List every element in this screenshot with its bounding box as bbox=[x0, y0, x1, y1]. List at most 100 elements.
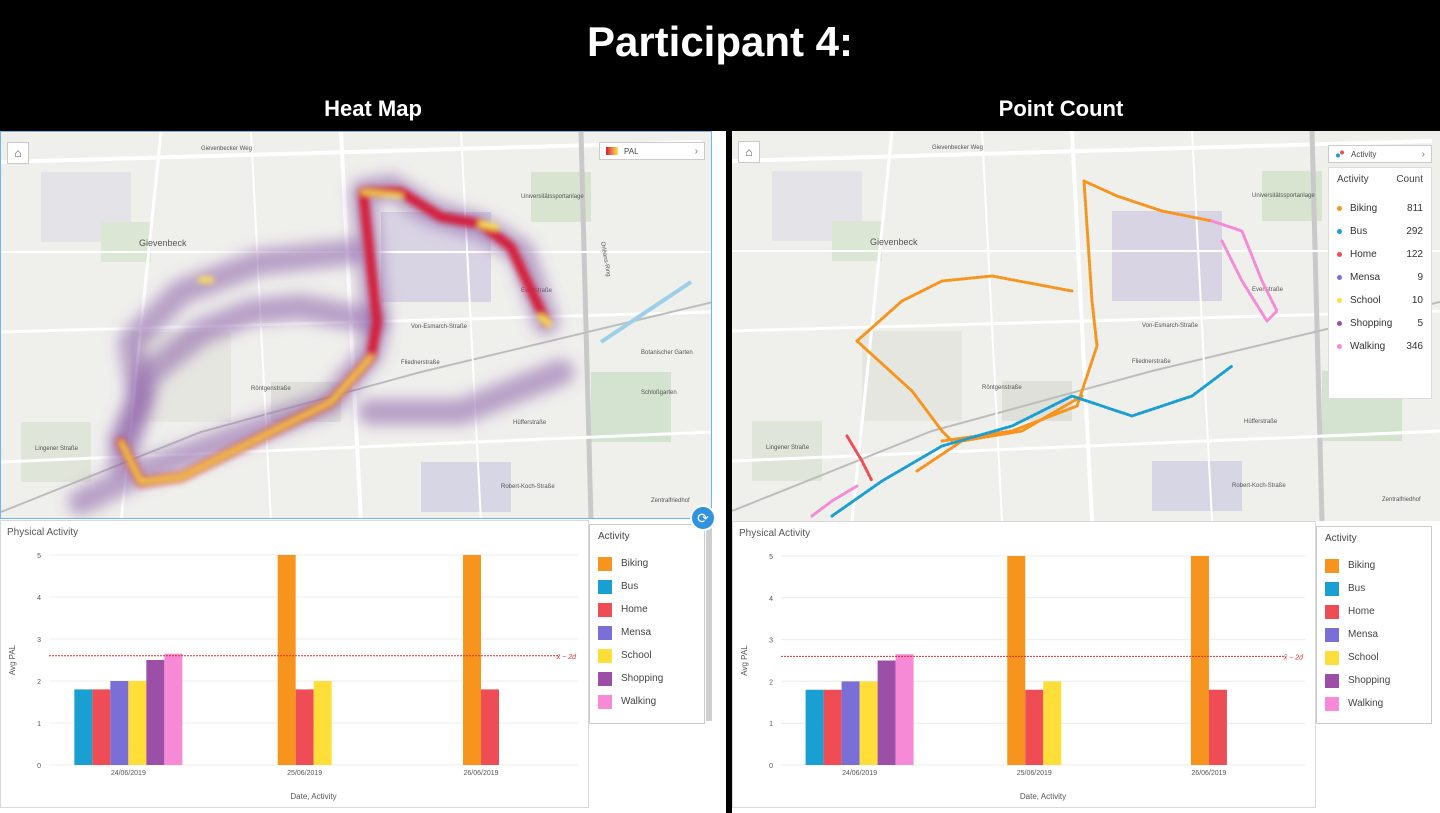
activity-dot-icon bbox=[1337, 321, 1342, 326]
chart-title: Physical Activity bbox=[739, 528, 811, 539]
left-legend-scrollbar[interactable] bbox=[706, 526, 712, 721]
map-label-huefferstrasse: Hüfferstraße bbox=[513, 420, 547, 426]
count-value: 5 bbox=[1417, 318, 1423, 329]
bar-24/06/2019-shopping[interactable] bbox=[877, 660, 896, 766]
map-label-gievenbeck: Gievenbeck bbox=[139, 238, 187, 248]
bar-25/06/2019-school[interactable] bbox=[1043, 681, 1062, 765]
x-tick-label: 26/06/2019 bbox=[1191, 770, 1226, 777]
bar-26/06/2019-home[interactable] bbox=[481, 689, 500, 765]
y-axis-label: Avg PAL bbox=[740, 645, 749, 676]
activity-legend-toggle[interactable]: Activity › bbox=[1328, 145, 1432, 163]
panel-divider bbox=[726, 131, 732, 813]
map-label-universitaetssport: Universitätssportanlage bbox=[521, 194, 584, 200]
left-activity-legend: Activity Biking Bus Home Mensa School Shoppin… bbox=[589, 524, 705, 724]
count-activity-name: School bbox=[1350, 295, 1381, 306]
bar-24/06/2019-walking[interactable] bbox=[895, 654, 914, 765]
bar-24/06/2019-mensa[interactable] bbox=[110, 681, 129, 765]
map-label-robert_koch: Robert-Koch-Straße bbox=[1232, 483, 1286, 489]
bar-25/06/2019-home[interactable] bbox=[295, 689, 314, 765]
count-row-walking: Walking 346 bbox=[1337, 335, 1423, 358]
legend-label: Home bbox=[621, 604, 648, 615]
map-label-roentgenstrasse: Röntgenstraße bbox=[251, 386, 291, 392]
legend-item-walking[interactable]: Walking bbox=[1325, 692, 1423, 715]
activity-dot-icon bbox=[1337, 298, 1342, 303]
refresh-icon[interactable]: ⟳ bbox=[690, 505, 716, 531]
legend-item-shopping[interactable]: Shopping bbox=[1325, 669, 1423, 692]
pal-legend-label: PAL bbox=[624, 146, 639, 156]
bar-24/06/2019-bus[interactable] bbox=[805, 689, 824, 765]
map-label-lingemer: Lingener Straße bbox=[35, 446, 79, 452]
bar-26/06/2019-biking[interactable] bbox=[463, 555, 482, 765]
bar-24/06/2019-bus[interactable] bbox=[74, 689, 93, 765]
bar-24/06/2019-shopping[interactable] bbox=[146, 660, 165, 765]
legend-item-home[interactable]: Home bbox=[598, 598, 696, 621]
count-value: 346 bbox=[1406, 341, 1423, 352]
legend-item-home[interactable]: Home bbox=[1325, 600, 1423, 623]
col-count-header: Count bbox=[1396, 174, 1423, 185]
home-icon[interactable]: ⌂ bbox=[7, 142, 29, 164]
y-tick-label: 0 bbox=[769, 763, 773, 770]
legend-swatch bbox=[1325, 581, 1339, 596]
activity-legend-label: Activity bbox=[1351, 149, 1377, 159]
bar-24/06/2019-home[interactable] bbox=[823, 689, 842, 765]
y-axis-label: Avg PAL bbox=[8, 644, 17, 675]
legend-item-shopping[interactable]: Shopping bbox=[598, 667, 696, 690]
heat-map-title: Heat Map bbox=[324, 96, 422, 121]
legend-label: Shopping bbox=[1348, 675, 1391, 686]
pal-swatch-icon bbox=[606, 147, 618, 155]
legend-swatch bbox=[598, 671, 612, 686]
activity-dot-icon bbox=[1337, 206, 1342, 211]
slide-title: Participant 4: bbox=[586, 18, 854, 65]
bar-24/06/2019-home[interactable] bbox=[92, 689, 111, 765]
x-axis-label: Date, Activity bbox=[290, 792, 336, 801]
legend-item-school[interactable]: School bbox=[1325, 646, 1423, 669]
legend-label: School bbox=[621, 650, 652, 661]
activity-dot-icon bbox=[1337, 229, 1342, 234]
pal-legend-toggle[interactable]: PAL › bbox=[599, 142, 705, 160]
legend-label: Shopping bbox=[621, 673, 664, 684]
legend-item-mensa[interactable]: Mensa bbox=[598, 621, 696, 644]
point-count-panel: Gievenbecker Weg Gievenbeck Von-Esmarch-St… bbox=[732, 131, 1440, 813]
legend-item-school[interactable]: School bbox=[598, 644, 696, 667]
legend-label: Bus bbox=[1348, 583, 1366, 594]
legend-swatch bbox=[1325, 696, 1339, 711]
count-row-shopping: Shopping 5 bbox=[1337, 312, 1423, 335]
map-label-zentralfriedhof: Zentralfriedhof bbox=[651, 498, 690, 504]
x-tick-label: 25/06/2019 bbox=[287, 770, 322, 777]
col-activity-header: Activity bbox=[1337, 174, 1369, 185]
legend-item-walking[interactable]: Walking bbox=[598, 690, 696, 713]
bar-25/06/2019-biking[interactable] bbox=[277, 555, 296, 765]
map-label-schlossgarten: Schloßgarten bbox=[641, 390, 677, 396]
point-map-view[interactable]: Gievenbecker Weg Gievenbeck Von-Esmarch-St… bbox=[732, 131, 1440, 521]
heat-map-view[interactable]: Gievenbecker Weg Gievenbeck Von-Esmarch-St… bbox=[0, 131, 712, 519]
bar-26/06/2019-home[interactable] bbox=[1208, 689, 1227, 765]
activity-dot-icon bbox=[1337, 344, 1342, 349]
legend-item-bus[interactable]: Bus bbox=[598, 575, 696, 598]
right-activity-legend: Activity Biking Bus Home Mensa School Shoppin… bbox=[1316, 526, 1432, 724]
bar-26/06/2019-biking[interactable] bbox=[1190, 556, 1209, 765]
map-label-von_esmarch: Von-Esmarch-Straße bbox=[1142, 323, 1199, 329]
point-count-title: Point Count bbox=[998, 96, 1124, 121]
legend-swatch bbox=[1325, 673, 1339, 688]
bar-25/06/2019-biking[interactable] bbox=[1007, 556, 1026, 765]
bar-24/06/2019-mensa[interactable] bbox=[841, 681, 860, 765]
legend-label: Walking bbox=[1348, 698, 1384, 709]
bar-24/06/2019-school[interactable] bbox=[859, 681, 878, 765]
map-label-lingemer: Lingener Straße bbox=[766, 445, 810, 451]
map-label-gievenbecker_weg: Gievenbecker Weg bbox=[932, 145, 983, 151]
y-tick-label: 3 bbox=[769, 638, 773, 645]
bar-25/06/2019-school[interactable] bbox=[313, 681, 332, 765]
count-activity-name: Walking bbox=[1350, 341, 1386, 352]
legend-item-biking[interactable]: Biking bbox=[1325, 554, 1423, 577]
count-row-bus: Bus 292 bbox=[1337, 220, 1423, 243]
bar-24/06/2019-school[interactable] bbox=[128, 681, 147, 765]
home-icon[interactable]: ⌂ bbox=[738, 141, 760, 163]
legend-item-mensa[interactable]: Mensa bbox=[1325, 623, 1423, 646]
y-tick-label: 5 bbox=[769, 554, 773, 561]
bar-25/06/2019-home[interactable] bbox=[1025, 689, 1044, 765]
legend-item-bus[interactable]: Bus bbox=[1325, 577, 1423, 600]
legend-label: School bbox=[1348, 652, 1379, 663]
y-tick-label: 3 bbox=[37, 637, 41, 644]
bar-24/06/2019-walking[interactable] bbox=[164, 653, 183, 765]
legend-item-biking[interactable]: Biking bbox=[598, 552, 696, 575]
